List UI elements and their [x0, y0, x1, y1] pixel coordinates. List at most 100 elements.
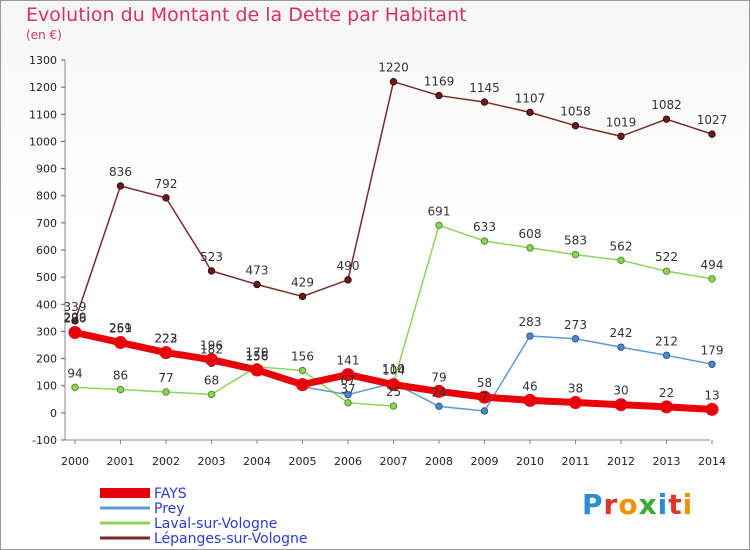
data-label: 141: [337, 354, 360, 368]
x-tick-label: 2009: [471, 455, 499, 468]
data-label: 259: [109, 322, 132, 336]
data-label: 1058: [560, 105, 591, 119]
data-label: 283: [519, 315, 542, 329]
data-label: 633: [473, 220, 496, 234]
data-label: 792: [155, 177, 178, 191]
data-point: [526, 332, 534, 340]
data-label: 182: [200, 342, 223, 356]
data-label: 490: [337, 259, 360, 273]
data-point: [662, 351, 671, 360]
data-point: [207, 390, 216, 399]
y-tick-label: 600: [36, 244, 57, 257]
logo-letter: t: [668, 488, 683, 521]
x-tick-label: 2004: [243, 455, 271, 468]
logo-letter: x: [638, 488, 658, 521]
y-tick-label: 400: [36, 298, 57, 311]
series-line: [392, 224, 713, 384]
data-label: 836: [109, 165, 132, 179]
y-tick-label: 1300: [29, 54, 57, 67]
data-label: 1220: [378, 61, 409, 75]
data-point: [114, 336, 127, 350]
y-tick-label: 1100: [29, 108, 57, 121]
data-label: 7: [481, 390, 489, 404]
x-tick-label: 2001: [107, 455, 135, 468]
data-label: 494: [701, 258, 724, 272]
data-label: 13: [704, 388, 719, 402]
legend-swatch: [100, 488, 150, 498]
chart-unit-label: (en €): [26, 28, 62, 42]
y-tick-label: 300: [36, 325, 57, 338]
data-label: 158: [246, 349, 269, 363]
x-tick-label: 2014: [698, 455, 726, 468]
data-label: 196: [200, 339, 223, 353]
y-tick-label: 1000: [29, 135, 57, 148]
data-point: [432, 384, 446, 398]
data-label: 691: [428, 204, 451, 218]
data-label: 608: [519, 227, 542, 241]
y-tick-label: 800: [36, 190, 57, 203]
legend-swatch: [100, 506, 150, 510]
data-point: [617, 256, 625, 265]
data-point: [708, 130, 716, 138]
data-point: [344, 276, 352, 284]
axes: -100 0 100 200 300 400 500 600 700 800 900 1000 1100…: [29, 54, 726, 468]
x-tick-label: 2000: [61, 455, 89, 468]
data-point: [298, 366, 307, 375]
data-point: [162, 388, 170, 396]
x-tick-label: 2002: [152, 455, 180, 468]
data-point: [571, 335, 580, 343]
data-label: 156: [246, 350, 269, 364]
data-label: 1145: [469, 81, 500, 95]
data-point: [478, 390, 491, 404]
data-label: 212: [655, 334, 678, 348]
data-point: [571, 121, 580, 130]
data-point: [662, 115, 671, 123]
data-point: [344, 399, 352, 407]
y-tick-label: -100: [32, 434, 57, 447]
data-point: [389, 78, 398, 86]
data-point: [341, 368, 355, 382]
data-label: 170: [246, 346, 269, 360]
legend-label: FAYS: [154, 486, 187, 502]
data-label: 67: [340, 374, 355, 388]
data-label: 37: [340, 382, 355, 396]
x-tick-label: 2011: [562, 455, 590, 468]
logo-letter: i: [682, 488, 694, 521]
x-tick-label: 2013: [653, 455, 681, 468]
data-point: [162, 194, 170, 202]
data-point: [298, 292, 307, 301]
data-label: 46: [522, 379, 537, 393]
data-point: [480, 237, 489, 245]
legend-swatch: [100, 536, 150, 540]
data-label: 22: [659, 386, 674, 400]
data-label: 38: [568, 382, 583, 396]
data-label: 79: [431, 370, 446, 384]
data-point: [250, 363, 264, 377]
data-point: [571, 250, 580, 259]
legend-label: Prey: [154, 501, 185, 517]
data-point: [435, 221, 443, 230]
data-point: [205, 353, 218, 367]
x-tick-label: 2006: [334, 455, 362, 468]
data-label: 261: [109, 321, 132, 335]
data-label: 58: [477, 376, 492, 390]
data-label: 94: [67, 366, 82, 380]
y-tick-label: 0: [50, 407, 57, 420]
data-point: [708, 275, 716, 283]
data-label: 473: [246, 263, 269, 277]
legend: FAYSPreyLaval-sur-VologneLépanges-sur-Vo…: [100, 486, 308, 547]
data-label: 1082: [651, 98, 682, 112]
data-label: 273: [564, 318, 587, 332]
data-point: [207, 267, 216, 275]
data-point: [480, 98, 489, 106]
data-label: 296: [64, 312, 87, 326]
data-point: [705, 402, 719, 416]
data-point: [68, 326, 82, 340]
series-line: [74, 365, 395, 407]
y-tick-label: 200: [36, 353, 57, 366]
data-point: [480, 407, 489, 415]
y-tick-label: 1200: [29, 81, 57, 94]
data-point: [662, 267, 671, 275]
